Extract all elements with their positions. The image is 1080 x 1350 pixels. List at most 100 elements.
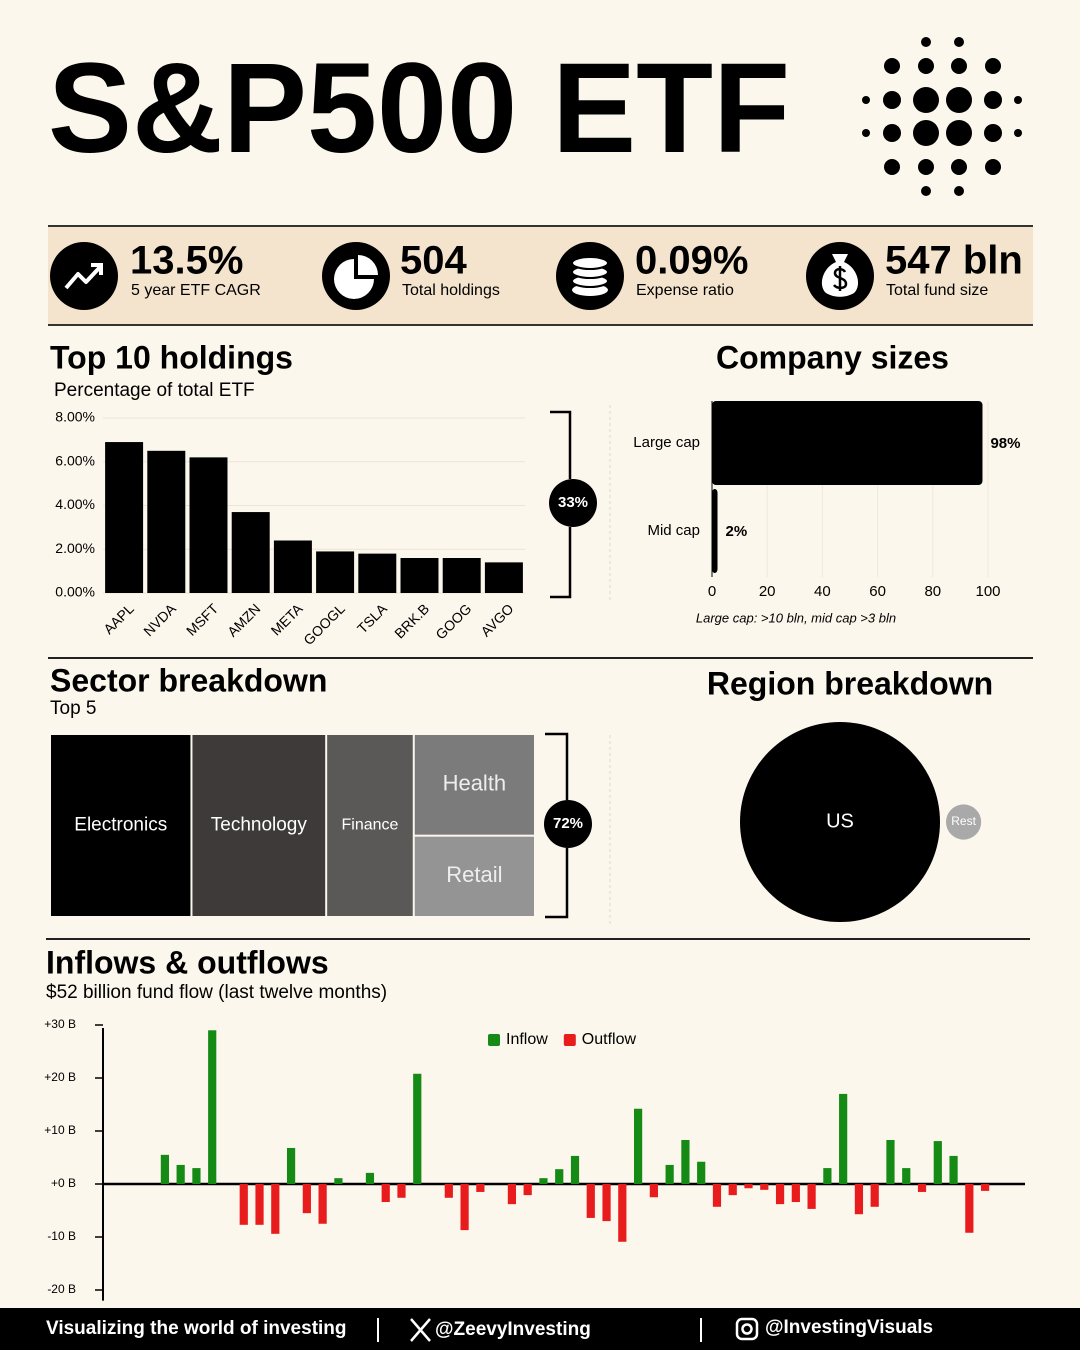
section-subtitle: Top 5	[50, 698, 96, 719]
cell-label: Finance	[342, 817, 399, 834]
bar	[681, 1140, 690, 1184]
y-tick-label: +0 B	[51, 1176, 76, 1190]
bar	[981, 1184, 990, 1191]
bar	[147, 450, 186, 593]
bar	[397, 1184, 406, 1198]
bar	[273, 540, 312, 593]
bar	[460, 1184, 469, 1231]
bar	[965, 1184, 974, 1233]
bar	[334, 1178, 343, 1184]
bar	[697, 1161, 706, 1184]
bar	[381, 1184, 390, 1203]
x-tick-label: 100	[975, 583, 1000, 600]
bar	[712, 401, 983, 485]
bar	[775, 1184, 785, 1205]
legend-swatch	[488, 1034, 500, 1046]
bar	[539, 1178, 548, 1184]
x-tick-label: 40	[814, 583, 831, 600]
bar	[586, 1184, 595, 1218]
badge	[544, 800, 592, 848]
y-tick-label: 8.00%	[55, 409, 95, 425]
category-label: Mid cap	[647, 522, 700, 539]
bar	[633, 1108, 643, 1184]
bar	[618, 1184, 627, 1242]
treemap-cell	[192, 735, 326, 916]
bar	[286, 1147, 296, 1184]
y-tick-label: -20 B	[47, 1282, 76, 1296]
value-label: 2%	[726, 523, 748, 540]
legend-label: Outflow	[582, 1031, 637, 1048]
legend-label: Inflow	[506, 1031, 548, 1048]
annotation: 33%	[558, 494, 588, 511]
bar	[555, 1169, 564, 1184]
x-tick-label: 0	[708, 583, 716, 600]
stat-value: 547 bln	[885, 239, 1023, 283]
stat-label: Expense ratio	[636, 282, 734, 299]
bar	[208, 1030, 217, 1184]
bar	[484, 562, 523, 593]
bar	[239, 1184, 248, 1225]
section-subtitle: Percentage of total ETF	[54, 380, 255, 401]
cell-label: Electronics	[74, 815, 167, 836]
treemap-cell	[414, 735, 534, 835]
stat-value: 504	[400, 239, 467, 283]
bar	[358, 553, 397, 593]
y-tick-label: +30 B	[44, 1017, 76, 1031]
stat-label: Total fund size	[886, 282, 988, 299]
y-tick-label: +10 B	[44, 1123, 76, 1137]
section-subtitle: $52 billion fund flow (last twelve month…	[46, 982, 387, 1003]
legend-swatch	[563, 1034, 576, 1046]
bar	[570, 1155, 580, 1184]
main-title: S&P500 ETF	[48, 37, 790, 180]
stat-value: 13.5%	[130, 239, 243, 283]
badge	[549, 479, 597, 527]
bar	[105, 442, 144, 593]
footer-tagline: Visualizing the world of investing	[46, 1318, 347, 1339]
bar	[176, 1164, 185, 1184]
bar	[316, 551, 355, 593]
x-icon	[410, 1318, 431, 1342]
bar	[807, 1184, 816, 1209]
bar	[302, 1184, 311, 1214]
footer	[0, 1308, 1080, 1350]
bar	[712, 1184, 722, 1207]
x-tick-label: 20	[759, 583, 776, 600]
bar	[917, 1184, 927, 1192]
bar	[523, 1184, 532, 1196]
bubble-label: US	[826, 810, 854, 832]
bar	[949, 1155, 958, 1184]
treemap-cell	[51, 735, 191, 916]
bar	[476, 1184, 485, 1192]
bar	[665, 1164, 674, 1184]
x-tick-label: 80	[924, 583, 941, 600]
annotation: 72%	[553, 815, 583, 832]
bar	[902, 1168, 911, 1184]
y-tick-label: 2.00%	[55, 540, 95, 556]
chart-note: Large cap: >10 bln, mid cap >3 bln	[696, 610, 896, 625]
bar	[231, 512, 270, 593]
bracket	[550, 410, 572, 599]
bubble	[946, 804, 982, 840]
stat-value: 0.09%	[635, 239, 748, 283]
x-tick-label: 60	[869, 583, 886, 600]
bar	[839, 1093, 848, 1184]
section-title: Top 10 holdings	[50, 339, 293, 375]
cell-label: Technology	[211, 815, 308, 836]
footer-handle: @ZeevyInvesting	[435, 1319, 591, 1340]
bar	[760, 1184, 769, 1190]
bar	[255, 1184, 264, 1225]
bar	[744, 1184, 753, 1189]
bar	[189, 457, 228, 593]
bar	[791, 1184, 800, 1203]
bar	[649, 1184, 658, 1198]
bar	[413, 1073, 422, 1184]
stat-icons	[50, 242, 874, 310]
section-title: Region breakdown	[707, 665, 993, 701]
bar	[444, 1184, 453, 1198]
section-title: Sector breakdown	[50, 662, 327, 698]
footer-handle: @InvestingVisuals	[765, 1317, 933, 1338]
y-tick-label: 6.00%	[55, 452, 95, 468]
bar	[823, 1168, 832, 1184]
bar	[400, 558, 439, 593]
